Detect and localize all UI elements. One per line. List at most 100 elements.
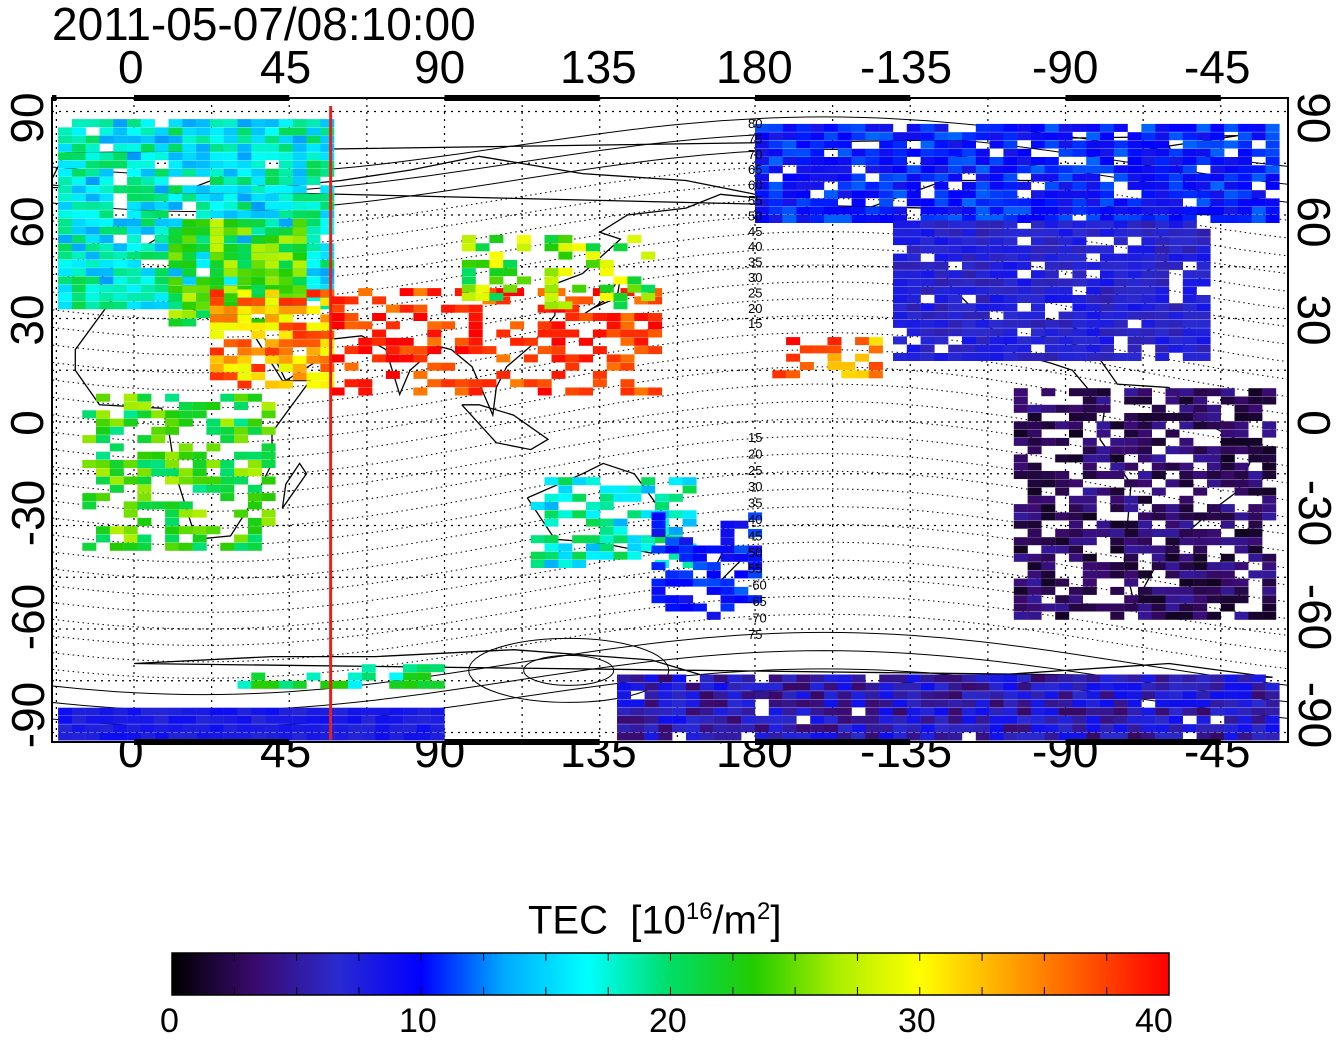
tec-cell — [113, 160, 128, 169]
tec-cell — [1072, 336, 1087, 345]
tec-cell — [755, 132, 769, 141]
tec-cell — [1155, 715, 1170, 724]
tec-cell — [251, 707, 266, 716]
tec-cell — [209, 355, 224, 364]
tec-cell — [948, 228, 963, 237]
tec-cell — [361, 707, 376, 716]
tec-cell — [1031, 215, 1045, 223]
tec-cell — [99, 268, 114, 277]
tec-cell — [672, 674, 687, 683]
mag-lat-contour — [52, 488, 1288, 563]
tec-cell — [489, 293, 504, 301]
tec-cell — [123, 534, 138, 543]
tec-cell — [1165, 529, 1180, 537]
tec-cell — [292, 707, 307, 716]
tec-cell — [1110, 446, 1125, 455]
tec-cell — [358, 337, 373, 346]
tec-cell — [658, 715, 673, 724]
tec-cell — [1055, 471, 1070, 479]
tec-cell — [1265, 691, 1280, 700]
tec-cell — [1100, 190, 1114, 199]
tec-cell — [975, 181, 990, 190]
tec-cell — [1193, 611, 1208, 620]
tec-cell — [1069, 495, 1083, 504]
tec-cell — [989, 295, 1004, 303]
tec-cell — [113, 732, 128, 741]
tec-cell — [278, 201, 293, 210]
tec-cell — [934, 190, 949, 199]
tec-cell — [1086, 148, 1101, 157]
tec-cell — [644, 682, 659, 691]
tec-cell — [58, 168, 73, 177]
tec-cell — [237, 289, 252, 298]
tec-cell — [1155, 123, 1170, 132]
tec-cell — [1113, 165, 1128, 174]
tec-cell — [1196, 674, 1211, 683]
tec-cell — [99, 152, 114, 161]
tec-cell — [796, 699, 811, 708]
tec-cell — [1096, 421, 1111, 430]
tec-cell — [223, 724, 238, 733]
tec-cell — [127, 201, 142, 210]
tec-cell — [748, 512, 763, 521]
tec-cell — [209, 119, 224, 128]
tec-cell — [599, 485, 614, 494]
tec-cell — [906, 353, 921, 361]
tec-cell — [454, 387, 469, 396]
tec-cell — [948, 270, 963, 279]
tec-cell — [906, 198, 921, 207]
tec-cell — [292, 680, 307, 689]
tec-cell — [58, 235, 73, 243]
tec-cell — [196, 732, 211, 741]
tec-cell — [1013, 462, 1028, 471]
tec-cell — [1251, 190, 1266, 199]
tec-cell — [1031, 724, 1045, 733]
tec-cell — [613, 301, 628, 310]
tec-cell — [1262, 578, 1277, 587]
tec-cell — [893, 336, 907, 345]
tec-cell — [209, 277, 224, 286]
contour-label: 75 — [748, 627, 762, 642]
contour-label: 70 — [748, 147, 762, 162]
tec-cell — [140, 185, 155, 194]
tec-cell — [975, 724, 990, 733]
tec-cell — [975, 295, 990, 303]
tec-cell — [748, 553, 763, 562]
tec-cell — [1096, 388, 1111, 397]
tec-cell — [1082, 537, 1097, 546]
tec-cell — [989, 707, 1004, 716]
tec-cell — [893, 732, 907, 741]
tec-cell — [320, 210, 335, 219]
tec-cell — [537, 321, 552, 330]
tec-cell — [1151, 529, 1166, 537]
tec-cell — [1082, 512, 1097, 521]
tec-cell — [948, 682, 963, 691]
tec-cell — [251, 226, 266, 235]
tec-cell — [1027, 570, 1042, 579]
tec-cell — [1207, 578, 1221, 587]
tec-cell — [85, 276, 100, 285]
tec-cell — [389, 672, 404, 681]
tec-cell — [1141, 682, 1156, 691]
contour-label: 55 — [748, 193, 762, 208]
tec-cell — [668, 493, 683, 502]
tec-cell — [641, 284, 656, 293]
tec-cell — [1100, 181, 1114, 190]
tec-cell — [196, 119, 211, 128]
tec-cell — [827, 337, 842, 346]
tec-cell — [71, 732, 86, 741]
contour-label: 40 — [748, 512, 762, 527]
tec-cell — [1238, 715, 1252, 724]
tec-cell — [934, 353, 949, 361]
tec-cell — [223, 310, 238, 319]
tec-cell — [1182, 278, 1197, 287]
tec-cell — [989, 181, 1004, 190]
tec-cell — [855, 370, 870, 379]
tec-cell — [320, 372, 335, 381]
tec-cell — [503, 268, 518, 277]
tec-cell — [1169, 699, 1183, 708]
tec-cell — [1169, 190, 1183, 199]
tec-cell — [206, 484, 221, 493]
tec-cell — [178, 501, 193, 510]
tec-cell — [85, 732, 100, 741]
